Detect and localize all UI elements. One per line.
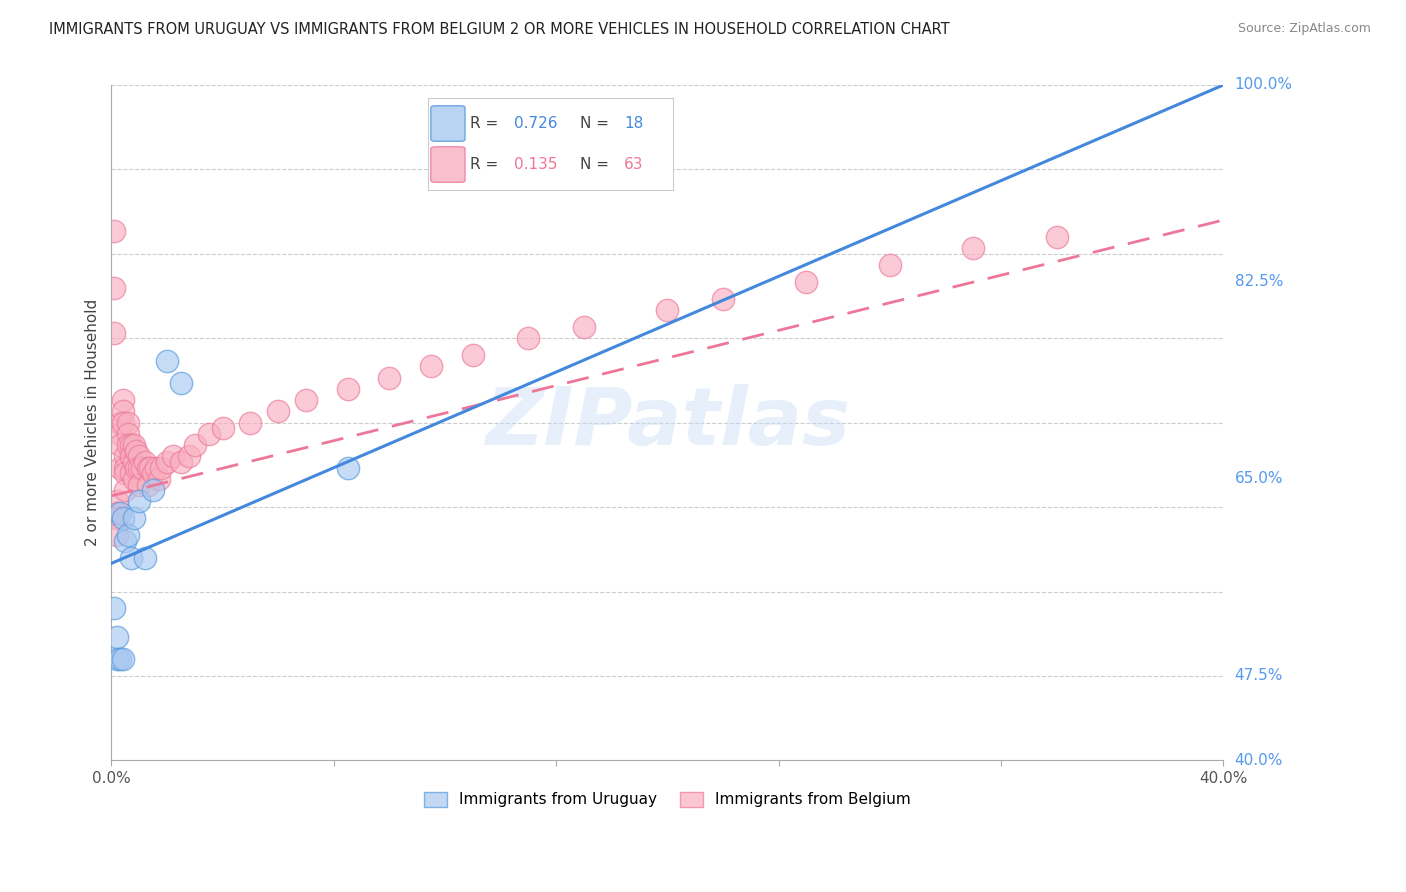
Point — [103, 601, 125, 615]
Point — [111, 404, 134, 418]
Text: 100.0%: 100.0% — [1234, 78, 1292, 93]
Point — [103, 280, 125, 294]
Point — [117, 416, 139, 430]
Point — [962, 241, 984, 255]
Point — [336, 382, 359, 396]
Point — [122, 455, 145, 469]
Point — [103, 224, 125, 238]
Point — [120, 438, 142, 452]
Point — [197, 426, 219, 441]
Point — [128, 477, 150, 491]
Point — [105, 494, 128, 508]
Point — [122, 511, 145, 525]
Point — [614, 106, 637, 120]
Point — [114, 450, 136, 464]
Point — [336, 460, 359, 475]
Point — [114, 467, 136, 481]
Text: 40.0%: 40.0% — [1234, 753, 1282, 768]
Point — [879, 258, 901, 272]
Point — [125, 460, 148, 475]
Point — [117, 528, 139, 542]
Point — [156, 455, 179, 469]
Point — [461, 348, 484, 362]
Point — [122, 438, 145, 452]
Point — [105, 528, 128, 542]
Y-axis label: 2 or more Vehicles in Household: 2 or more Vehicles in Household — [86, 299, 100, 546]
Point — [657, 303, 679, 318]
Point — [125, 443, 148, 458]
Point — [103, 326, 125, 340]
Point — [131, 460, 153, 475]
Point — [239, 416, 262, 430]
Point — [111, 393, 134, 408]
Point — [145, 460, 167, 475]
Point — [114, 460, 136, 475]
Point — [420, 359, 443, 374]
Point — [267, 404, 290, 418]
Point — [128, 460, 150, 475]
Point — [108, 416, 131, 430]
Point — [170, 376, 193, 391]
Point — [120, 467, 142, 481]
Text: 82.5%: 82.5% — [1234, 275, 1282, 289]
Point — [150, 460, 173, 475]
Point — [105, 630, 128, 644]
Point — [108, 506, 131, 520]
Point — [105, 506, 128, 520]
Point — [148, 472, 170, 486]
Point — [108, 460, 131, 475]
Point — [156, 353, 179, 368]
Point — [170, 455, 193, 469]
Point — [796, 275, 818, 289]
Point — [378, 370, 401, 384]
Point — [711, 292, 734, 306]
Text: IMMIGRANTS FROM URUGUAY VS IMMIGRANTS FROM BELGIUM 2 OR MORE VEHICLES IN HOUSEHO: IMMIGRANTS FROM URUGUAY VS IMMIGRANTS FR… — [49, 22, 950, 37]
Point — [162, 450, 184, 464]
Text: 65.0%: 65.0% — [1234, 472, 1284, 486]
Point — [120, 550, 142, 565]
Point — [517, 331, 540, 345]
Point — [134, 455, 156, 469]
Point — [111, 652, 134, 666]
Point — [1046, 230, 1069, 244]
Point — [142, 483, 165, 498]
Point — [105, 652, 128, 666]
Point — [139, 460, 162, 475]
Point — [117, 438, 139, 452]
Point — [117, 426, 139, 441]
Point — [142, 467, 165, 481]
Point — [136, 460, 159, 475]
Point — [111, 416, 134, 430]
Point — [105, 511, 128, 525]
Point — [128, 450, 150, 464]
Point — [572, 320, 595, 334]
Point — [114, 483, 136, 498]
Point — [111, 511, 134, 525]
Legend: Immigrants from Uruguay, Immigrants from Belgium: Immigrants from Uruguay, Immigrants from… — [418, 786, 917, 814]
Point — [136, 477, 159, 491]
Point — [122, 472, 145, 486]
Point — [120, 450, 142, 464]
Text: 47.5%: 47.5% — [1234, 668, 1282, 683]
Point — [184, 438, 207, 452]
Text: Source: ZipAtlas.com: Source: ZipAtlas.com — [1237, 22, 1371, 36]
Point — [295, 393, 318, 408]
Point — [211, 421, 233, 435]
Point — [108, 426, 131, 441]
Point — [179, 450, 201, 464]
Point — [114, 533, 136, 548]
Point — [108, 438, 131, 452]
Text: ZIPatlas: ZIPatlas — [485, 384, 851, 462]
Point — [108, 652, 131, 666]
Point — [128, 494, 150, 508]
Point — [134, 550, 156, 565]
